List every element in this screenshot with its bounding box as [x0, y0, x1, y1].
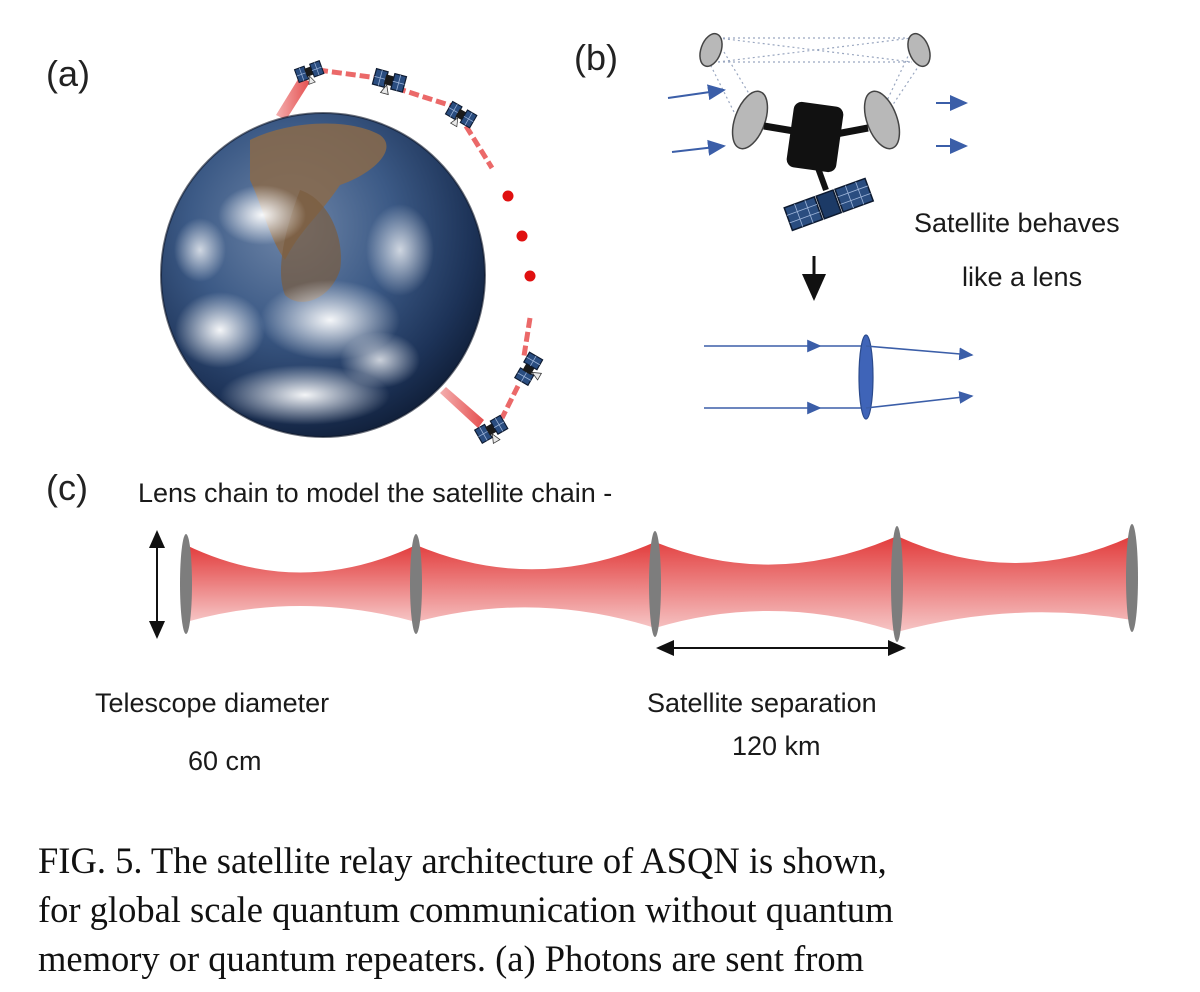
lens-analogy-note-line2: like a lens — [962, 262, 1082, 292]
input-arrow-1 — [667, 84, 726, 101]
separation-value: 120 km — [732, 731, 821, 761]
caption-line-2: for global scale quantum communication w… — [38, 889, 894, 930]
lens-chain-title: Lens chain to model the satellite chain … — [138, 478, 612, 508]
relay-dot-2 — [516, 230, 528, 242]
satellite-icon-4 — [514, 351, 549, 389]
caption-line-3: memory or quantum repeaters. (a) Photons… — [38, 938, 865, 979]
diameter-value: 60 cm — [188, 746, 262, 776]
panel-b-label: (b) — [574, 37, 618, 78]
panel-a: (a) — [46, 53, 549, 449]
lens-analogy-note-line1: Satellite behaves — [914, 208, 1120, 238]
satellite-icon-2 — [370, 68, 408, 99]
beam-segments — [186, 536, 1132, 632]
beam-segment-1 — [186, 545, 416, 622]
panel-a-label: (a) — [46, 53, 90, 94]
lens-icon — [858, 334, 874, 420]
diameter-label: Telescope diameter — [95, 688, 329, 718]
mirror-icon-top-left — [699, 32, 723, 68]
chain-lens-2 — [410, 534, 422, 634]
panel-b: (b) — [574, 32, 1120, 420]
beam-segment-3 — [655, 536, 897, 632]
panel-c-label: (c) — [46, 467, 88, 508]
satellite-icon-3 — [442, 100, 478, 134]
input-arrow-2 — [671, 139, 726, 156]
earth-image — [160, 112, 486, 438]
mirror-icon-top-right — [907, 32, 931, 68]
solar-panel-icon — [783, 177, 875, 232]
chain-lens-5 — [1126, 524, 1138, 632]
satellite-links — [276, 67, 533, 428]
figure-caption: FIG. 5. The satellite relay architecture… — [38, 836, 1168, 983]
satellite-body-icon — [763, 101, 869, 192]
relay-dot-1 — [502, 190, 514, 202]
beam-segment-2 — [416, 542, 655, 628]
beam-segment-4 — [897, 536, 1132, 632]
caption-line-1: FIG. 5. The satellite relay architecture… — [38, 840, 887, 881]
lens-schematic — [704, 334, 974, 420]
chain-lens-3 — [649, 531, 661, 637]
telescope-icon-right — [863, 90, 901, 150]
separation-label: Satellite separation — [647, 688, 877, 718]
telescope-icon-left — [731, 90, 769, 150]
chain-lens-1 — [180, 534, 192, 634]
relay-dot-3 — [524, 270, 536, 282]
chain-lens-4 — [891, 526, 903, 642]
lens-chain — [180, 524, 1138, 642]
figure-5: (a) — [46, 32, 1138, 776]
panel-c: (c) Lens chain to model the satellite ch… — [46, 467, 1138, 776]
